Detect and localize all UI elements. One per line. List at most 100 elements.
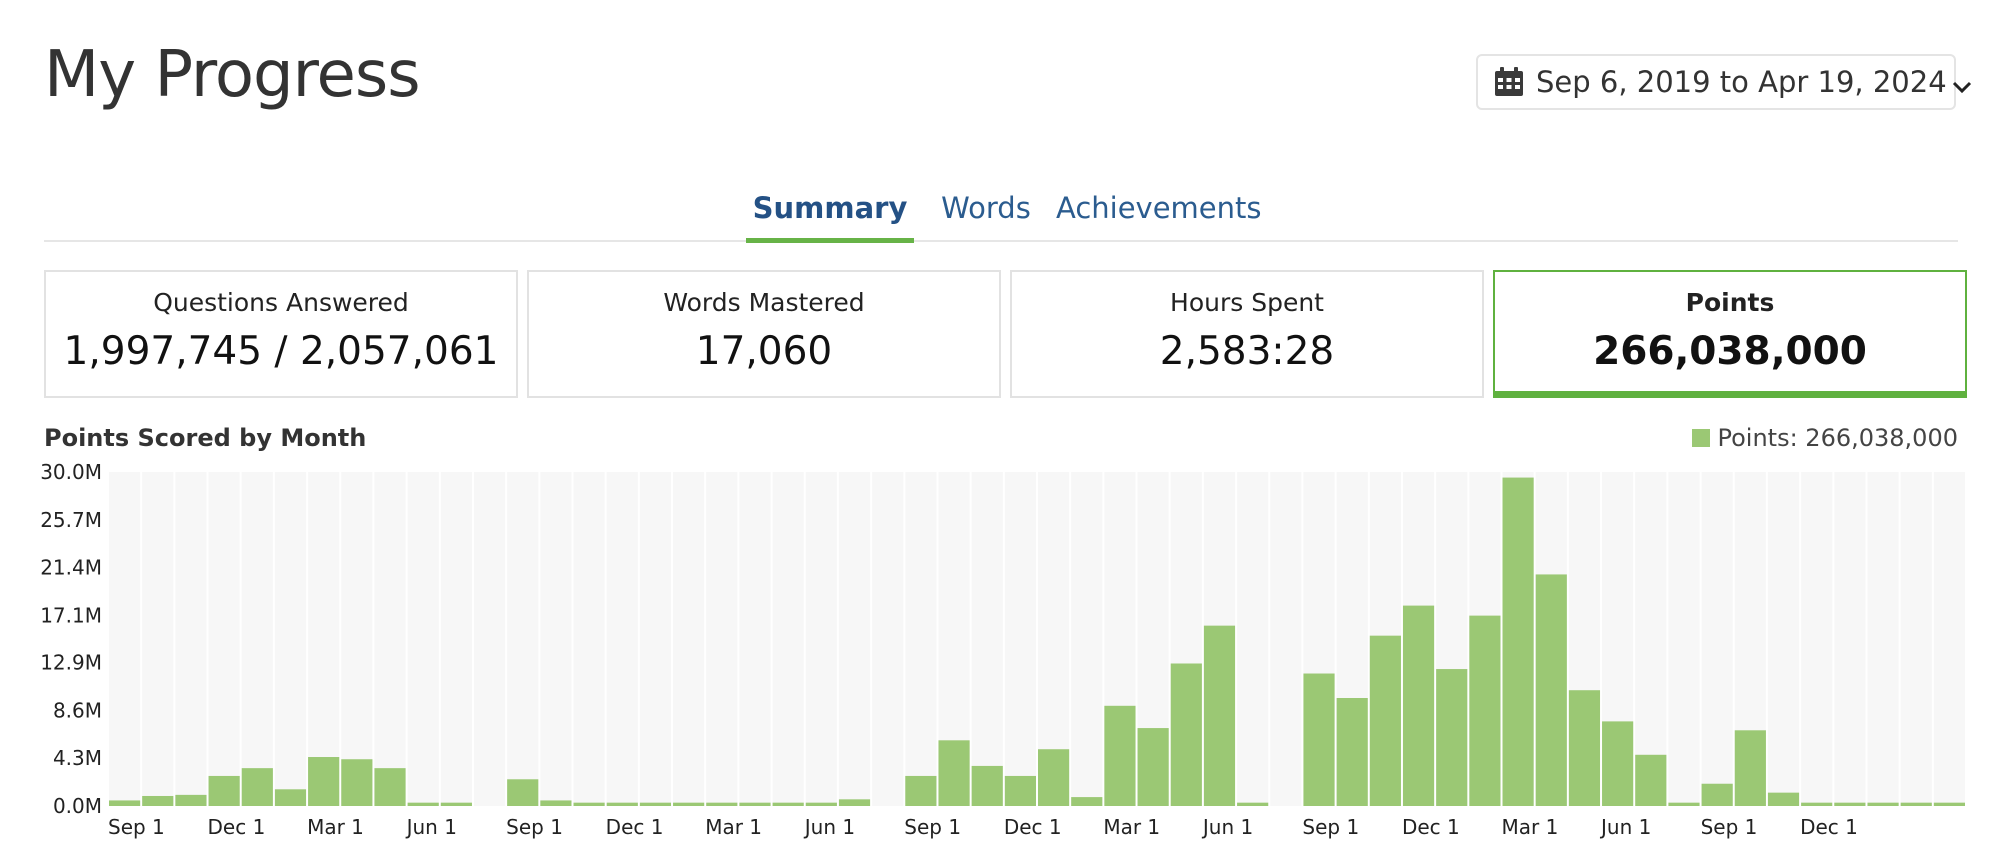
bar[interactable] bbox=[1402, 605, 1435, 806]
stat-card-points[interactable]: Points 266,038,000 bbox=[1493, 270, 1967, 398]
tab-achievements[interactable]: Achievements bbox=[1056, 191, 1262, 225]
bar[interactable] bbox=[1237, 802, 1269, 806]
y-tick-label: 4.3M bbox=[53, 746, 102, 770]
bar[interactable] bbox=[1900, 802, 1932, 806]
chart-legend: Points: 266,038,000 bbox=[1691, 424, 1959, 452]
bar[interactable] bbox=[175, 794, 207, 806]
bar[interactable] bbox=[1801, 802, 1833, 806]
y-tick-label: 21.4M bbox=[40, 556, 102, 580]
x-tick-label: Sep 1 bbox=[904, 815, 961, 839]
stat-value: 17,060 bbox=[695, 329, 833, 374]
bar[interactable] bbox=[905, 775, 937, 806]
bar[interactable] bbox=[1635, 754, 1667, 806]
stat-label: Points bbox=[1685, 288, 1775, 317]
bar[interactable] bbox=[341, 759, 373, 806]
bar[interactable] bbox=[772, 802, 804, 806]
chart-title: Points Scored by Month bbox=[44, 424, 367, 452]
bar[interactable] bbox=[1071, 797, 1103, 806]
stat-label: Words Mastered bbox=[663, 288, 865, 317]
bar[interactable] bbox=[308, 757, 340, 806]
x-tick-label: Sep 1 bbox=[1701, 815, 1758, 839]
stat-card-questions-answered[interactable]: Questions Answered 1,997,745 / 2,057,061 bbox=[44, 270, 518, 398]
bar[interactable] bbox=[274, 789, 307, 806]
bar[interactable] bbox=[1767, 792, 1800, 806]
bar[interactable] bbox=[1336, 698, 1368, 806]
date-range-picker[interactable]: Sep 6, 2019 to Apr 19, 2024 bbox=[1476, 54, 1971, 110]
y-tick-label: 0.0M bbox=[53, 794, 102, 818]
y-tick-label: 12.9M bbox=[40, 650, 102, 674]
x-tick-label: Dec 1 bbox=[208, 815, 266, 839]
stat-card-hours-spent[interactable]: Hours Spent 2,583:28 bbox=[1010, 270, 1484, 398]
y-tick-label: 30.0M bbox=[40, 460, 102, 484]
bar[interactable] bbox=[1701, 783, 1733, 806]
bar[interactable] bbox=[706, 802, 738, 806]
stat-value: 266,038,000 bbox=[1593, 329, 1867, 374]
bar[interactable] bbox=[142, 795, 174, 806]
bar[interactable] bbox=[938, 740, 970, 806]
legend-swatch bbox=[1691, 429, 1710, 447]
bar[interactable] bbox=[1602, 721, 1634, 806]
bar[interactable] bbox=[1104, 705, 1136, 806]
x-tick-label: Dec 1 bbox=[1004, 815, 1062, 839]
x-tick-label: Sep 1 bbox=[1302, 815, 1359, 839]
bar[interactable] bbox=[838, 799, 871, 806]
x-tick-label: Mar 1 bbox=[307, 815, 364, 839]
bar[interactable] bbox=[1535, 574, 1567, 806]
bar[interactable] bbox=[1170, 663, 1202, 806]
bar[interactable] bbox=[241, 768, 273, 806]
stat-value: 1,997,745 / 2,057,061 bbox=[63, 329, 499, 374]
bar[interactable] bbox=[573, 802, 605, 806]
bar[interactable] bbox=[971, 765, 1003, 806]
bar[interactable] bbox=[639, 802, 672, 806]
y-tick-label: 17.1M bbox=[40, 604, 102, 628]
bar[interactable] bbox=[507, 779, 539, 806]
x-tick-label: Jun 1 bbox=[405, 815, 457, 839]
x-tick-label: Sep 1 bbox=[108, 815, 165, 839]
stat-label: Questions Answered bbox=[153, 288, 409, 317]
bar[interactable] bbox=[1867, 802, 1899, 806]
tab-summary[interactable]: Summary bbox=[746, 188, 914, 243]
bar[interactable] bbox=[407, 802, 439, 806]
bar[interactable] bbox=[440, 802, 472, 806]
bar[interactable] bbox=[1469, 615, 1501, 806]
bar[interactable] bbox=[1436, 669, 1468, 806]
tab-words[interactable]: Words bbox=[941, 191, 1031, 225]
tab-bar: Summary Words Achievements bbox=[44, 178, 1958, 243]
bar[interactable] bbox=[208, 775, 240, 806]
bar[interactable] bbox=[374, 768, 406, 806]
bar[interactable] bbox=[1502, 477, 1534, 806]
date-range-text: Sep 6, 2019 to Apr 19, 2024 bbox=[1536, 65, 1947, 99]
bar[interactable] bbox=[1203, 625, 1236, 806]
page-title: My Progress bbox=[44, 38, 421, 112]
x-tick-label: Jun 1 bbox=[803, 815, 855, 839]
x-tick-label: Dec 1 bbox=[606, 815, 664, 839]
points-bar-chart: 0.0M 4.3M 8.6M 12.9M 17.1M 21.4M 25.7M 30.0M Sep… bbox=[40, 460, 1967, 839]
x-tick-label: Dec 1 bbox=[1402, 815, 1460, 839]
bar[interactable] bbox=[1834, 802, 1866, 806]
bar[interactable] bbox=[1303, 673, 1335, 806]
bar[interactable] bbox=[1568, 690, 1601, 806]
bar[interactable] bbox=[109, 800, 141, 806]
bar[interactable] bbox=[1933, 802, 1965, 806]
x-tick-label: Dec 1 bbox=[1800, 815, 1858, 839]
chevron-down-icon bbox=[1951, 71, 1973, 94]
bar[interactable] bbox=[673, 802, 705, 806]
bar[interactable] bbox=[1038, 749, 1070, 806]
x-tick-label: Sep 1 bbox=[506, 815, 563, 839]
bar[interactable] bbox=[1137, 728, 1169, 806]
stat-card-words-mastered[interactable]: Words Mastered 17,060 bbox=[527, 270, 1001, 398]
bar[interactable] bbox=[1668, 802, 1700, 806]
y-tick-label: 25.7M bbox=[40, 508, 102, 532]
bar[interactable] bbox=[1004, 775, 1036, 806]
bar[interactable] bbox=[1734, 730, 1766, 806]
bar[interactable] bbox=[739, 802, 771, 806]
bar[interactable] bbox=[805, 802, 837, 806]
x-tick-label: Jun 1 bbox=[1599, 815, 1651, 839]
stat-label: Hours Spent bbox=[1170, 288, 1324, 317]
bar[interactable] bbox=[540, 800, 572, 806]
legend-label: Points: 266,038,000 bbox=[1717, 424, 1959, 452]
bar[interactable] bbox=[606, 802, 638, 806]
y-tick-label: 8.6M bbox=[53, 698, 102, 722]
bar[interactable] bbox=[1369, 635, 1401, 806]
x-tick-label: Mar 1 bbox=[1502, 815, 1559, 839]
